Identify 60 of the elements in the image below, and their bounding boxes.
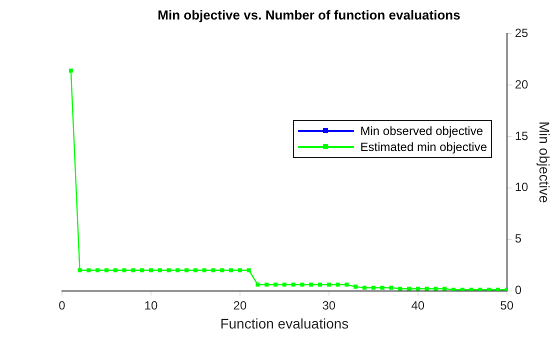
point — [104, 268, 108, 272]
legend-label: Min observed objective — [360, 124, 483, 138]
point — [434, 286, 438, 291]
point — [78, 268, 82, 272]
point — [442, 286, 447, 291]
point — [176, 268, 180, 272]
point — [274, 282, 278, 287]
point — [416, 286, 420, 291]
point — [158, 268, 162, 272]
point — [282, 282, 286, 287]
point — [193, 268, 198, 272]
point — [336, 282, 340, 287]
x-tick-label: 50 — [500, 298, 514, 312]
point — [166, 268, 171, 272]
point — [318, 282, 322, 287]
legend-label: Estimated min objective — [360, 140, 487, 154]
point — [326, 282, 331, 287]
point — [140, 268, 144, 272]
point — [246, 268, 251, 272]
point — [122, 268, 126, 272]
y-tick-label: 10 — [514, 180, 529, 194]
point — [256, 282, 260, 287]
point — [96, 268, 100, 272]
chart-title: Min objective vs. Number of function evaluations — [158, 7, 460, 22]
x-axis-title: Function evaluations — [220, 315, 349, 332]
point — [86, 268, 91, 272]
point — [229, 268, 234, 272]
point — [380, 286, 384, 290]
point — [398, 286, 402, 291]
point — [362, 286, 367, 290]
point — [344, 282, 349, 287]
x-tick-label: 30 — [322, 298, 336, 312]
point — [148, 268, 153, 272]
point — [309, 282, 314, 287]
point — [389, 286, 394, 290]
point — [406, 286, 411, 291]
point — [220, 268, 224, 272]
y-tick-label: 15 — [514, 128, 529, 143]
point — [113, 268, 118, 272]
point — [354, 284, 358, 289]
point — [131, 268, 136, 272]
x-tick-label: 0 — [58, 298, 66, 312]
point — [424, 286, 429, 291]
point — [68, 68, 73, 73]
x-tick-label: 20 — [233, 298, 247, 312]
y-tick-label: 20 — [514, 77, 529, 92]
y-tick-label: 5 — [514, 232, 522, 246]
point — [300, 282, 304, 287]
y-tick-label: 0 — [514, 283, 522, 298]
y-axis-title: Min objective — [536, 121, 553, 204]
x-tick-label: 40 — [411, 298, 425, 312]
point — [202, 268, 206, 272]
point — [371, 286, 376, 290]
y-tick-label: 25 — [514, 26, 529, 40]
point — [291, 282, 296, 287]
point — [184, 268, 189, 272]
x-tick-label: 10 — [144, 298, 158, 312]
point — [264, 282, 269, 287]
point — [211, 268, 216, 272]
point — [238, 268, 242, 272]
